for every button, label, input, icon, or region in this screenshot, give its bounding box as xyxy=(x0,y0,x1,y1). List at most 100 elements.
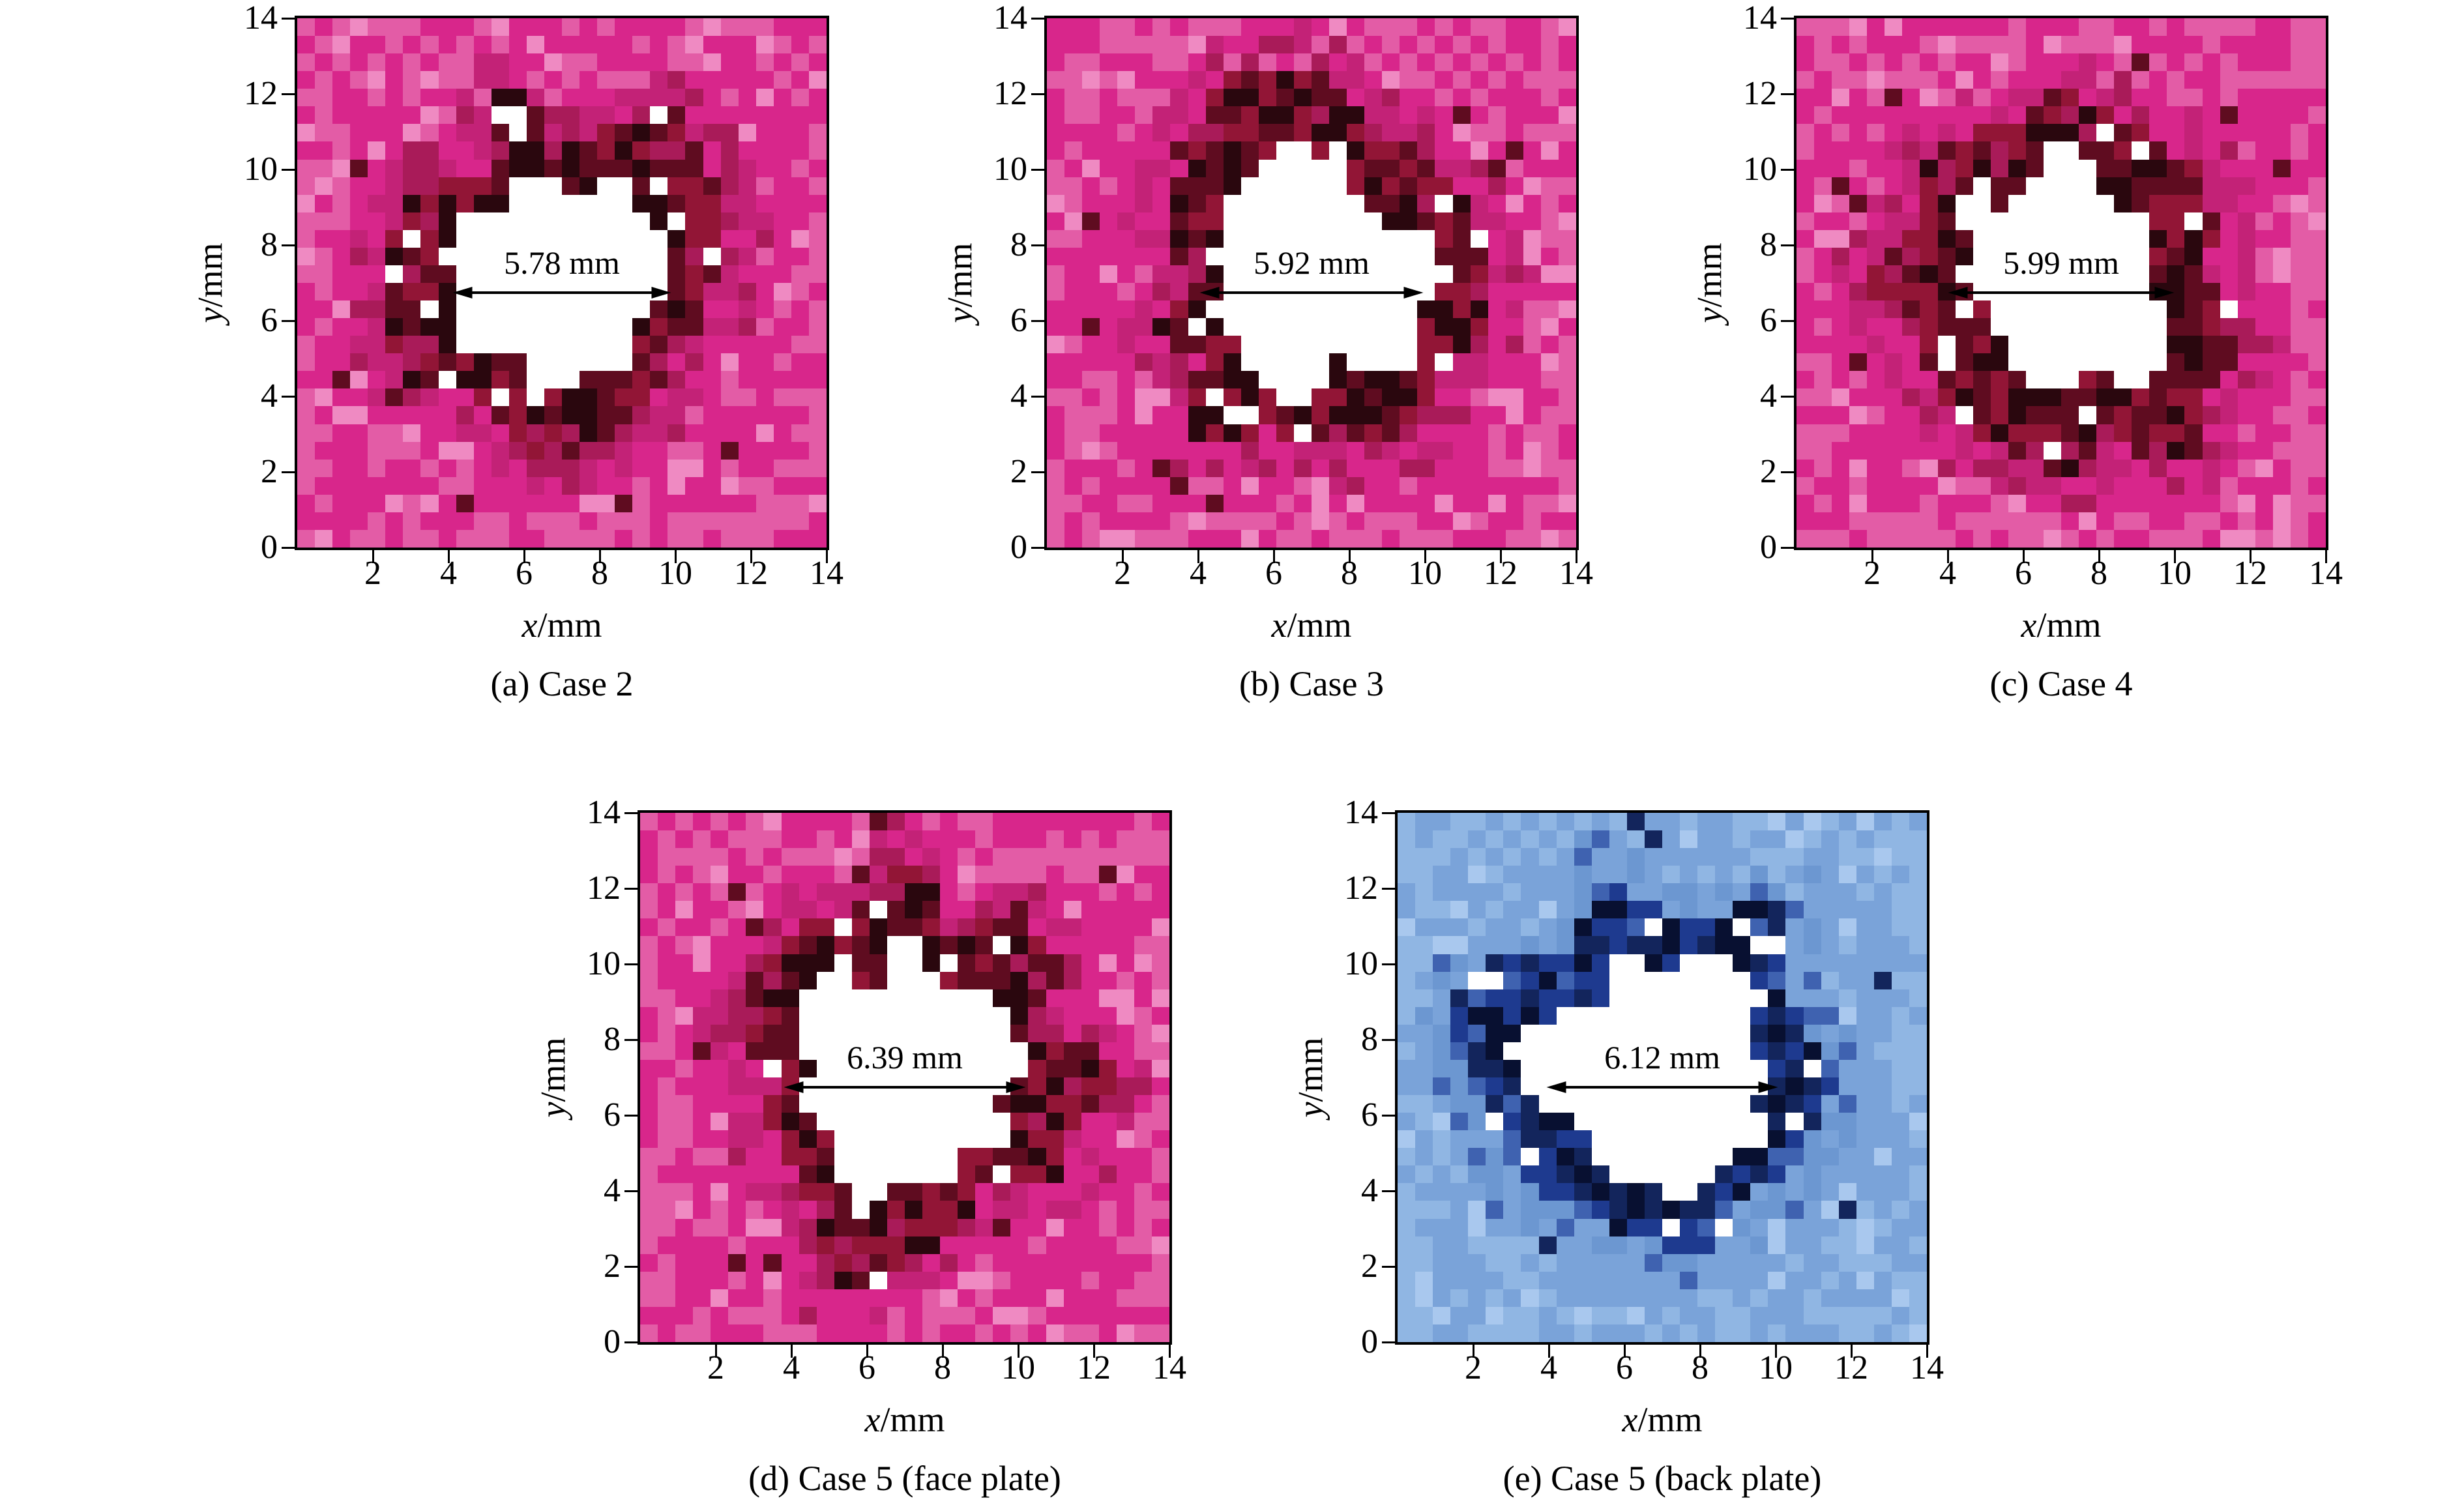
y-axis-label: y/mm xyxy=(187,16,233,550)
y-tick-label: 12 xyxy=(1344,870,1378,907)
diameter-label: 6.39 mm xyxy=(847,1039,963,1076)
diameter-annotation: 6.12 mm xyxy=(1546,1040,1778,1097)
y-tick-label: 8 xyxy=(1760,226,1777,263)
y-axis-label-variable: y xyxy=(533,1102,573,1118)
y-tick-mark xyxy=(1031,168,1044,171)
y-tick-mark xyxy=(1781,168,1794,171)
x-tick-mark xyxy=(2022,550,2025,563)
y-tick-mark xyxy=(1031,546,1044,549)
y-tick-label: 2 xyxy=(604,1248,621,1285)
heatmap-canvas xyxy=(1398,813,1927,1342)
x-axis-label-unit: /mm xyxy=(1637,1400,1703,1439)
y-tick-label: 2 xyxy=(1760,453,1777,490)
y-tick-label: 0 xyxy=(261,529,278,566)
y-tick-label: 6 xyxy=(261,302,278,339)
x-tick-label: 10 xyxy=(658,555,692,592)
diameter-arrow-icon xyxy=(784,1077,1026,1097)
x-tick-label: 2 xyxy=(1465,1349,1482,1386)
y-tick-mark xyxy=(1781,471,1794,473)
panel-caption: (d) Case 5 (face plate) xyxy=(748,1459,1061,1498)
y-tick-mark xyxy=(1382,1265,1395,1268)
x-tick-mark xyxy=(598,550,601,563)
x-tick-mark xyxy=(1499,550,1502,563)
x-axis-label-variable: x xyxy=(1622,1400,1638,1439)
x-tick-label: 12 xyxy=(1077,1349,1111,1386)
x-tick-label: 14 xyxy=(2309,555,2343,592)
y-tick-mark xyxy=(1781,93,1794,95)
diameter-annotation: 5.99 mm xyxy=(1948,246,2175,302)
x-tick-mark xyxy=(1093,1345,1095,1358)
x-axis-label: x/mm xyxy=(638,1390,1172,1441)
x-axis-label-variable: x xyxy=(2021,606,2037,645)
y-tick-label: 4 xyxy=(1760,377,1777,415)
y-tick-label: 14 xyxy=(1743,0,1777,37)
panel-c-case-4: y/mm 0 2 4 6 8 10 12 14 5.99 mm 2 4 6 8 10 12 14 x/mm… xyxy=(1686,1,2343,710)
y-tick-mark xyxy=(282,319,295,322)
x-tick-label: 2 xyxy=(1864,555,1881,592)
x-axis-label-variable: x xyxy=(521,606,538,645)
y-tick-mark xyxy=(282,471,295,473)
x-tick-mark xyxy=(372,550,374,563)
y-axis-label-unit: /mm xyxy=(940,242,980,308)
x-tick-mark xyxy=(1168,1345,1171,1358)
x-axis-label-unit: /mm xyxy=(2036,606,2102,645)
x-tick-label: 10 xyxy=(1759,1349,1793,1386)
x-tick-mark xyxy=(1424,550,1426,563)
x-tick-label: 8 xyxy=(1341,555,1358,592)
x-tick-label: 12 xyxy=(734,555,768,592)
y-tick-label: 0 xyxy=(1361,1323,1378,1360)
x-tick-mark xyxy=(1348,550,1351,563)
x-axis-label: x/mm xyxy=(295,596,829,647)
y-axis-tick-labels: 0 2 4 6 8 10 12 14 xyxy=(576,796,638,1359)
y-tick-label: 8 xyxy=(604,1021,621,1058)
x-tick-mark xyxy=(714,1345,717,1358)
x-tick-label: 6 xyxy=(1265,555,1282,592)
y-tick-mark xyxy=(624,963,638,965)
y-tick-label: 6 xyxy=(1760,302,1777,339)
diameter-label: 5.78 mm xyxy=(504,244,620,282)
y-axis-tick-labels: 0 2 4 6 8 10 12 14 xyxy=(982,1,1044,564)
x-tick-mark xyxy=(1017,1345,1019,1358)
x-axis-label: x/mm xyxy=(1395,1390,1929,1441)
x-tick-label: 6 xyxy=(516,555,533,592)
y-tick-mark xyxy=(624,1265,638,1268)
x-tick-mark xyxy=(1575,550,1577,563)
x-tick-label: 12 xyxy=(1484,555,1518,592)
y-tick-mark xyxy=(1382,1190,1395,1192)
x-tick-label: 4 xyxy=(1540,1349,1557,1386)
y-tick-label: 8 xyxy=(1010,226,1027,263)
y-tick-mark xyxy=(1781,244,1794,246)
y-tick-label: 4 xyxy=(604,1172,621,1209)
x-tick-mark xyxy=(1774,1345,1777,1358)
x-tick-label: 6 xyxy=(1616,1349,1633,1386)
diameter-label: 5.92 mm xyxy=(1254,244,1370,282)
y-axis-label-unit: /mm xyxy=(190,242,230,308)
y-tick-mark xyxy=(1031,471,1044,473)
y-tick-mark xyxy=(282,244,295,246)
x-tick-mark xyxy=(1699,1345,1701,1358)
y-tick-mark xyxy=(1781,395,1794,398)
x-axis-tick-labels: 2 4 6 8 10 12 14 xyxy=(295,550,843,596)
diameter-arrow-icon xyxy=(1546,1077,1778,1097)
x-tick-mark xyxy=(866,1345,868,1358)
x-tick-mark xyxy=(941,1345,944,1358)
x-tick-mark xyxy=(790,1345,793,1358)
x-tick-label: 14 xyxy=(1152,1349,1186,1386)
heatmap-canvas xyxy=(1047,18,1576,548)
y-tick-label: 4 xyxy=(261,377,278,415)
x-axis-tick-labels: 2 4 6 8 10 12 14 xyxy=(638,1345,1186,1390)
y-tick-label: 14 xyxy=(587,794,621,831)
y-tick-mark xyxy=(1781,319,1794,322)
x-tick-mark xyxy=(825,550,828,563)
x-axis-label-unit: /mm xyxy=(880,1400,945,1439)
y-tick-label: 6 xyxy=(1010,302,1027,339)
y-tick-label: 4 xyxy=(1361,1172,1378,1209)
y-axis-label-unit: /mm xyxy=(1690,242,1729,308)
panel-caption: (b) Case 3 xyxy=(1239,664,1384,703)
y-axis-tick-labels: 0 2 4 6 8 10 12 14 xyxy=(1333,796,1395,1359)
x-tick-label: 10 xyxy=(2158,555,2192,592)
diameter-arrow-icon xyxy=(452,283,671,302)
y-tick-mark xyxy=(624,1341,638,1343)
x-tick-mark xyxy=(1197,550,1199,563)
x-tick-mark xyxy=(2173,550,2176,563)
